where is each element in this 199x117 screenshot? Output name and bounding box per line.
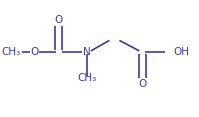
Text: CH₃: CH₃ xyxy=(1,47,20,57)
Text: CH₃: CH₃ xyxy=(77,73,96,83)
Text: N: N xyxy=(83,47,90,57)
Text: O: O xyxy=(138,79,146,89)
Text: OH: OH xyxy=(174,47,190,57)
Text: O: O xyxy=(55,15,63,26)
Text: O: O xyxy=(31,47,39,57)
